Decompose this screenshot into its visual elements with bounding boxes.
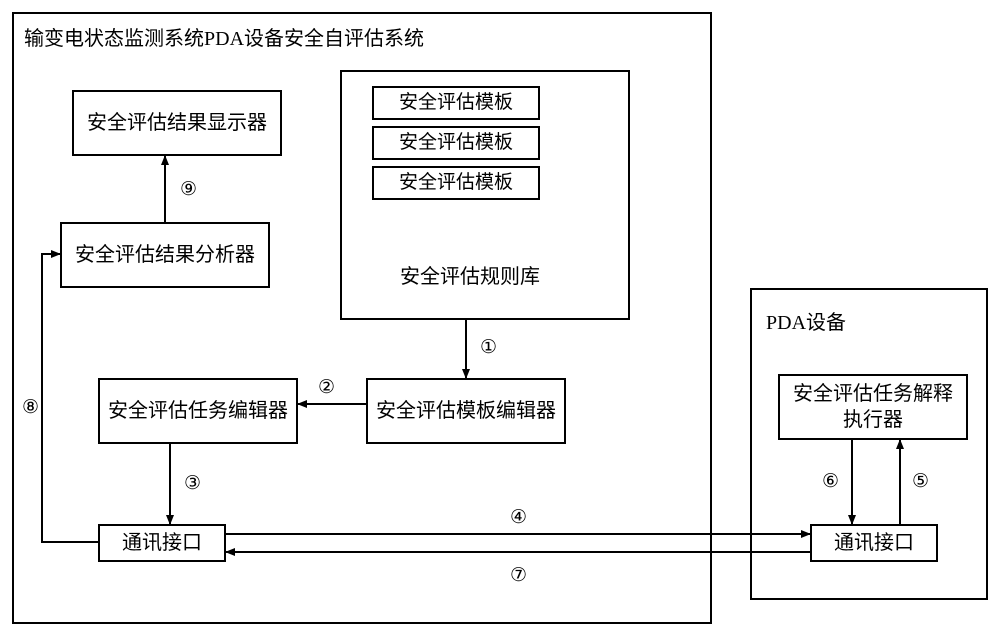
- edge-label-e3: ③: [184, 472, 201, 495]
- rule-template-1: 安全评估模板: [372, 86, 540, 120]
- edge-label-e4: ④: [510, 506, 527, 529]
- diagram-canvas: 输变电状态监测系统PDA设备安全自评估系统 PDA设备 安全评估规则库 安全评估…: [0, 0, 1000, 636]
- comm-interface-pda: 通讯接口: [810, 524, 938, 562]
- main-system-title: 输变电状态监测系统PDA设备安全自评估系统: [24, 22, 424, 51]
- task-executor-box: 安全评估任务解释执行器: [778, 374, 968, 440]
- comm-interface-main: 通讯接口: [98, 524, 226, 562]
- task-editor-box: 安全评估任务编辑器: [98, 378, 298, 444]
- pda-device-title: PDA设备: [766, 306, 846, 335]
- edge-label-e1: ①: [480, 336, 497, 359]
- edge-label-e2: ②: [318, 376, 335, 399]
- template-editor-box: 安全评估模板编辑器: [366, 378, 566, 444]
- rulebase-title: 安全评估规则库: [400, 260, 540, 289]
- edge-label-e6: ⑥: [822, 470, 839, 493]
- rule-template-3: 安全评估模板: [372, 166, 540, 200]
- rule-template-2: 安全评估模板: [372, 126, 540, 160]
- edge-label-e5: ⑤: [912, 470, 929, 493]
- result-display-box: 安全评估结果显示器: [72, 90, 282, 156]
- result-analyzer-box: 安全评估结果分析器: [60, 222, 270, 288]
- edge-label-e9: ⑨: [180, 178, 197, 201]
- edge-label-e7: ⑦: [510, 564, 527, 587]
- edge-label-e8: ⑧: [22, 396, 39, 419]
